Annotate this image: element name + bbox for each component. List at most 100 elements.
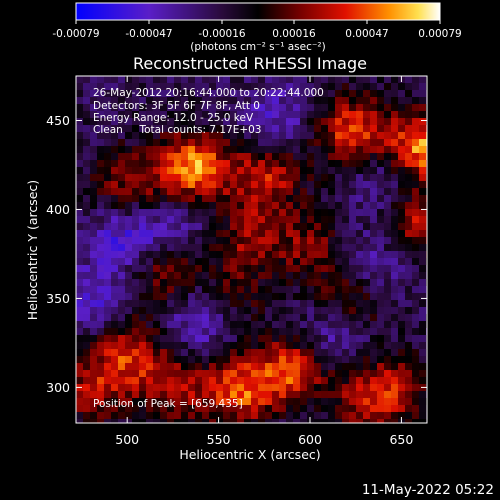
- heatmap-cell: [223, 363, 231, 371]
- heatmap-cell: [125, 104, 133, 112]
- heatmap-cell: [118, 223, 126, 231]
- heatmap-cell: [174, 90, 182, 98]
- heatmap-cell: [314, 398, 322, 406]
- heatmap-cell: [279, 146, 287, 154]
- heatmap-cell: [90, 146, 98, 154]
- heatmap-cell: [272, 286, 280, 294]
- heatmap-cell: [83, 174, 91, 182]
- heatmap-cell: [167, 300, 175, 308]
- heatmap-cell: [104, 244, 112, 252]
- heatmap-cell: [391, 335, 399, 343]
- heatmap-cell: [132, 377, 140, 385]
- heatmap-cell: [328, 132, 336, 140]
- heatmap-cell: [146, 398, 154, 406]
- heatmap-cell: [286, 321, 294, 329]
- heatmap-cell: [167, 202, 175, 210]
- heatmap-cell: [377, 251, 385, 259]
- heatmap-cell: [335, 90, 343, 98]
- heatmap-cell: [300, 293, 308, 301]
- heatmap-cell: [237, 349, 245, 357]
- heatmap-cell: [195, 307, 203, 315]
- heatmap-cell: [258, 244, 266, 252]
- heatmap-cell: [258, 419, 266, 424]
- heatmap-cell: [97, 391, 105, 399]
- heatmap-cell: [230, 349, 238, 357]
- heatmap-cell: [349, 132, 357, 140]
- heatmap-cell: [391, 90, 399, 98]
- heatmap-cell: [244, 258, 252, 266]
- heatmap-cell: [209, 391, 217, 399]
- heatmap-cell: [265, 118, 273, 126]
- heatmap-cell: [111, 349, 119, 357]
- heatmap-cell: [76, 391, 84, 399]
- heatmap-cell: [188, 265, 196, 273]
- heatmap-cell: [342, 321, 350, 329]
- heatmap-cell: [111, 377, 119, 385]
- heatmap-cell: [111, 405, 119, 413]
- heatmap-cell: [223, 370, 231, 378]
- heatmap-cell: [104, 160, 112, 168]
- heatmap-cell: [391, 146, 399, 154]
- heatmap-cell: [265, 125, 273, 133]
- heatmap-cell: [153, 209, 161, 217]
- heatmap-cell: [174, 349, 182, 357]
- heatmap-cell: [153, 363, 161, 371]
- heatmap-cell: [405, 132, 413, 140]
- heatmap-cell: [405, 321, 413, 329]
- heatmap-cell: [160, 139, 168, 147]
- plot-frame: [75, 75, 428, 424]
- heatmap-cell: [272, 307, 280, 315]
- heatmap-cell: [97, 405, 105, 413]
- heatmap-cell: [314, 412, 322, 420]
- heatmap-cell: [370, 160, 378, 168]
- heatmap-cell: [153, 237, 161, 245]
- heatmap-cell: [111, 223, 119, 231]
- heatmap-cell: [230, 223, 238, 231]
- heatmap-cell: [321, 202, 329, 210]
- heatmap-cell: [167, 209, 175, 217]
- heatmap-cell: [356, 167, 364, 175]
- heatmap-cell: [188, 300, 196, 308]
- heatmap-cell: [237, 405, 245, 413]
- heatmap-cell: [90, 370, 98, 378]
- heatmap-cell: [237, 139, 245, 147]
- heatmap-cell: [356, 83, 364, 91]
- heatmap-cell: [111, 153, 119, 161]
- heatmap-cell: [132, 356, 140, 364]
- heatmap-cell: [363, 202, 371, 210]
- heatmap-cell: [398, 272, 406, 280]
- heatmap-cell: [209, 230, 217, 238]
- heatmap-cell: [265, 279, 273, 287]
- heatmap-cell: [230, 146, 238, 154]
- heatmap-cell: [300, 314, 308, 322]
- heatmap-cell: [90, 104, 98, 112]
- heatmap-cell: [125, 272, 133, 280]
- heatmap-cell: [139, 363, 147, 371]
- heatmap-cell: [251, 419, 259, 424]
- heatmap-cell: [342, 153, 350, 161]
- heatmap-cell: [251, 146, 259, 154]
- heatmap-cell: [300, 174, 308, 182]
- heatmap-cell: [97, 244, 105, 252]
- heatmap-cell: [265, 335, 273, 343]
- heatmap-cell: [244, 342, 252, 350]
- heatmap-cell: [370, 398, 378, 406]
- heatmap-cell: [307, 258, 315, 266]
- heatmap-cell: [307, 237, 315, 245]
- heatmap-cell: [279, 335, 287, 343]
- heatmap-cell: [76, 412, 84, 420]
- heatmap-cell: [321, 125, 329, 133]
- heatmap-cell: [139, 153, 147, 161]
- heatmap-cell: [314, 216, 322, 224]
- heatmap-cell: [230, 104, 238, 112]
- heatmap-cell: [300, 251, 308, 259]
- heatmap-cell: [125, 265, 133, 273]
- heatmap-cell: [363, 356, 371, 364]
- heatmap-cell: [244, 314, 252, 322]
- heatmap-cell: [258, 160, 266, 168]
- heatmap-cell: [223, 391, 231, 399]
- heatmap-cell: [237, 307, 245, 315]
- heatmap-cell: [321, 363, 329, 371]
- heatmap-cell: [251, 349, 259, 357]
- heatmap-cell: [167, 125, 175, 133]
